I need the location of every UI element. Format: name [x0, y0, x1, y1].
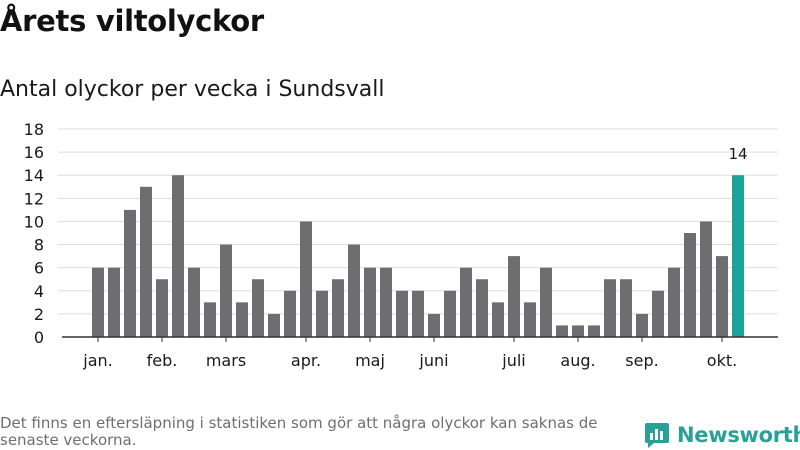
bar [652, 290, 664, 337]
bar [92, 267, 104, 337]
bar [220, 244, 232, 337]
bar [204, 302, 216, 337]
bar [668, 267, 680, 337]
bar [268, 313, 280, 337]
bar [236, 302, 248, 337]
bar [380, 267, 392, 337]
bar [476, 279, 488, 337]
bar-chart: 0 2 4 6 8 10 12 14 16 18 14 jan. feb. mars apr. maj juni… [24, 120, 778, 370]
chart-subtitle: Antal olyckor per vecka i Sundsvall [0, 77, 385, 102]
y-tick-label: 18 [24, 120, 44, 139]
bar [252, 279, 264, 337]
chart-title: Årets viltolyckor [0, 4, 264, 38]
bar [364, 267, 376, 337]
bar [300, 221, 312, 337]
bar [636, 313, 648, 337]
bar [316, 290, 328, 337]
y-tick-label: 2 [34, 305, 44, 324]
x-tick-label: juni [418, 351, 448, 370]
bar [508, 256, 520, 337]
x-tick-label: sep. [625, 351, 658, 370]
bar [572, 325, 584, 337]
bar [108, 267, 120, 337]
bar [460, 267, 472, 337]
bar [492, 302, 504, 337]
x-tick-label: feb. [147, 351, 178, 370]
bar [428, 313, 440, 337]
newsworthy-logo-text: Newsworthy [677, 423, 800, 447]
y-tick-label: 6 [34, 259, 44, 278]
bar [444, 290, 456, 337]
bar [124, 209, 136, 337]
y-tick-label: 16 [24, 143, 44, 162]
bar [540, 267, 552, 337]
y-tick-label: 14 [24, 166, 44, 185]
bar [140, 186, 152, 337]
newsworthy-logo-icon [645, 423, 669, 448]
x-tick-label: apr. [291, 351, 321, 370]
x-tick-label: jan. [82, 351, 112, 370]
bar [620, 279, 632, 337]
x-tick-label: okt. [707, 351, 737, 370]
bar [396, 290, 408, 337]
bar [716, 256, 728, 337]
bar [412, 290, 424, 337]
x-tick-label: juli [501, 351, 525, 370]
bar [332, 279, 344, 337]
x-tick-label: maj [355, 351, 385, 370]
bar [684, 233, 696, 337]
bar [284, 290, 296, 337]
y-tick-label: 0 [34, 328, 44, 347]
newsworthy-logo: Newsworthy [644, 421, 800, 449]
y-tick-label: 10 [24, 212, 44, 231]
bar [556, 325, 568, 337]
bar [156, 279, 168, 337]
bar [700, 221, 712, 337]
bar [604, 279, 616, 337]
x-tick-label: aug. [560, 351, 595, 370]
x-tick-label: mars [206, 351, 246, 370]
footnote: Det finns en eftersläpning i statistiken… [0, 414, 598, 449]
bar [348, 244, 360, 337]
bar-highlight [732, 175, 744, 337]
bar [188, 267, 200, 337]
y-tick-label: 4 [34, 282, 44, 301]
bar [172, 175, 184, 337]
y-tick-label: 12 [24, 189, 44, 208]
y-tick-label: 8 [34, 236, 44, 255]
bar [524, 302, 536, 337]
data-label: 14 [728, 145, 747, 163]
bar [588, 325, 600, 337]
